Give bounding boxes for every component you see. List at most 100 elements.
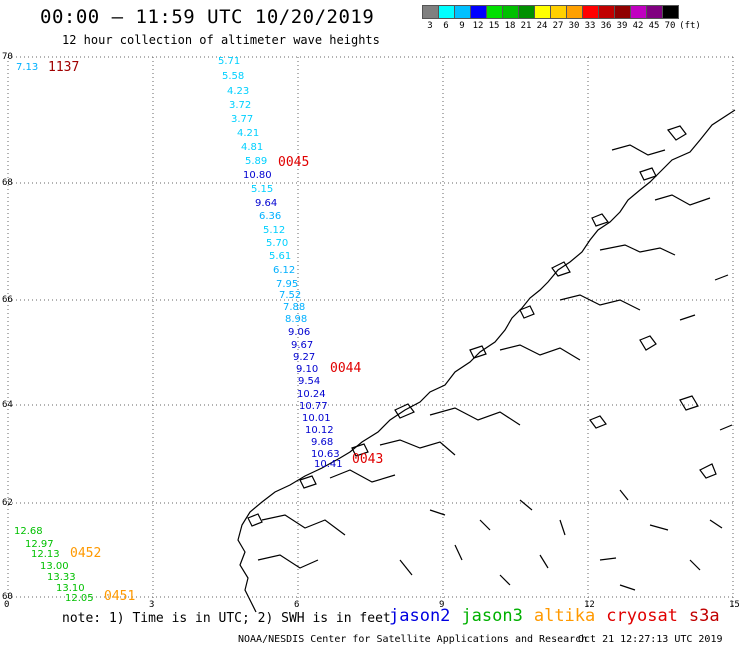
color-scale-label: 33 — [584, 21, 596, 31]
lake — [714, 274, 729, 281]
lake — [649, 524, 669, 531]
color-scale-label: 24 — [536, 21, 548, 31]
lake — [719, 424, 733, 431]
color-scale-label: 39 — [616, 21, 628, 31]
lake — [539, 554, 549, 569]
wave-height-value: 5.15 — [251, 184, 273, 195]
coastline-fjord-1 — [599, 244, 676, 256]
lat-lon-grid — [7, 56, 735, 606]
island — [469, 345, 487, 359]
wave-height-value: 9.10 — [296, 364, 318, 375]
pass-time-label: 0451 — [104, 589, 135, 604]
coastline-main — [237, 109, 736, 613]
longitude-label: 9 — [439, 600, 445, 610]
wave-height-value: 9.06 — [288, 327, 310, 338]
coastline-fjord-7 — [261, 514, 346, 536]
color-scale-label: 15 — [488, 21, 500, 31]
wave-height-value: 9.68 — [311, 437, 333, 448]
wave-height-value: 13.00 — [40, 561, 69, 572]
color-scale-bar — [422, 5, 679, 19]
wave-height-value: 10.24 — [297, 389, 326, 400]
wave-height-value: 12.13 — [31, 549, 60, 560]
longitude-label: 12 — [584, 600, 595, 610]
latitude-label: 70 — [2, 52, 13, 62]
island — [299, 475, 317, 489]
wave-height-value: 12.97 — [25, 539, 54, 550]
observation-labels: 7.13 5.71 5.58 4.23 3.72 3.77 4.21 4.81 5.89 10.8… — [14, 56, 343, 604]
island — [247, 513, 263, 527]
legend-entry: jason2 — [389, 606, 451, 626]
color-scale-label: 30 — [568, 21, 580, 31]
wave-height-value: 8.98 — [285, 314, 307, 325]
pass-time-label: 0452 — [70, 546, 101, 561]
wave-height-value: 9.64 — [255, 198, 277, 209]
color-scale-label: 70 — [664, 21, 676, 31]
footnote: note: 1) Time is in UTC; 2) SWH is in fe… — [62, 611, 391, 626]
lake — [589, 415, 607, 429]
latitude-label: 64 — [2, 400, 13, 410]
generated-timestamp: Oct 21 12:27:13 UTC 2019 — [578, 634, 723, 645]
wave-height-value: 3.72 — [229, 100, 251, 111]
color-swatch — [662, 5, 679, 19]
color-scale-label: 36 — [600, 21, 612, 31]
latitude-label: 62 — [2, 498, 13, 508]
lake — [454, 544, 463, 561]
coastline-fjord-10 — [654, 194, 711, 206]
lake — [639, 335, 657, 351]
latitude-label: 60 — [2, 592, 13, 602]
latitude-label: 68 — [2, 178, 13, 188]
color-scale-label: 3 — [427, 21, 433, 31]
color-scale-label: (ft) — [679, 21, 701, 31]
wave-height-value: 5.71 — [218, 56, 240, 67]
color-scale-label: 18 — [504, 21, 516, 31]
wave-height-value: 7.13 — [16, 62, 38, 73]
wave-height-value: 7.52 — [279, 290, 301, 301]
pass-time-label: 0045 — [278, 155, 309, 170]
lake — [429, 509, 446, 516]
coastline-fjord-5 — [379, 439, 456, 456]
legend-entry: s3a — [688, 606, 720, 626]
island — [394, 403, 415, 419]
wave-height-value: 10.41 — [314, 459, 343, 470]
wave-height-value: 13.33 — [47, 572, 76, 583]
color-scale-label: 45 — [648, 21, 660, 31]
wave-height-value: 10.01 — [302, 413, 331, 424]
pass-time-label: 0044 — [330, 361, 361, 376]
color-scale-label: 12 — [472, 21, 484, 31]
coastline-fjord-9 — [611, 144, 666, 156]
wave-height-value: 4.21 — [237, 128, 259, 139]
wave-height-value: 7.95 — [276, 279, 298, 290]
wave-height-value: 10.63 — [311, 449, 340, 460]
coastline-fjord-6 — [329, 469, 396, 483]
island — [591, 213, 609, 227]
lake — [619, 584, 636, 591]
color-scale-label: 6 — [443, 21, 449, 31]
wave-height-value: 9.67 — [291, 340, 313, 351]
wave-height-value: 3.77 — [231, 114, 253, 125]
longitude-label: 0 — [4, 600, 10, 610]
coastline-fjord-8 — [257, 554, 319, 569]
map-title: 00:00 – 11:59 UTC 10/20/2019 — [40, 6, 375, 28]
longitude-label: 3 — [149, 600, 155, 610]
wave-height-value: 6.12 — [273, 265, 295, 276]
legend-entry: jason3 — [461, 606, 523, 626]
legend-entry: altika — [533, 606, 596, 626]
island — [551, 261, 571, 277]
lake — [519, 499, 533, 511]
wave-height-value: 5.61 — [269, 251, 291, 262]
lake — [599, 557, 617, 561]
island — [666, 125, 687, 141]
wave-height-value: 5.12 — [263, 225, 285, 236]
wave-height-value: 7.88 — [283, 302, 305, 313]
coastline-fjord-3 — [499, 344, 581, 361]
wave-height-value: 9.27 — [293, 352, 315, 363]
lake — [679, 395, 699, 411]
color-scale-label: 21 — [520, 21, 532, 31]
credit-line: NOAA/NESDIS Center for Satellite Applica… — [238, 634, 588, 645]
wave-height-value: 10.12 — [305, 425, 334, 436]
pass-time-label: 0043 — [352, 452, 383, 467]
pass-time-label: 1137 — [48, 60, 79, 75]
coastline-fjord-2 — [559, 294, 641, 311]
wave-height-value: 10.80 — [243, 170, 272, 181]
